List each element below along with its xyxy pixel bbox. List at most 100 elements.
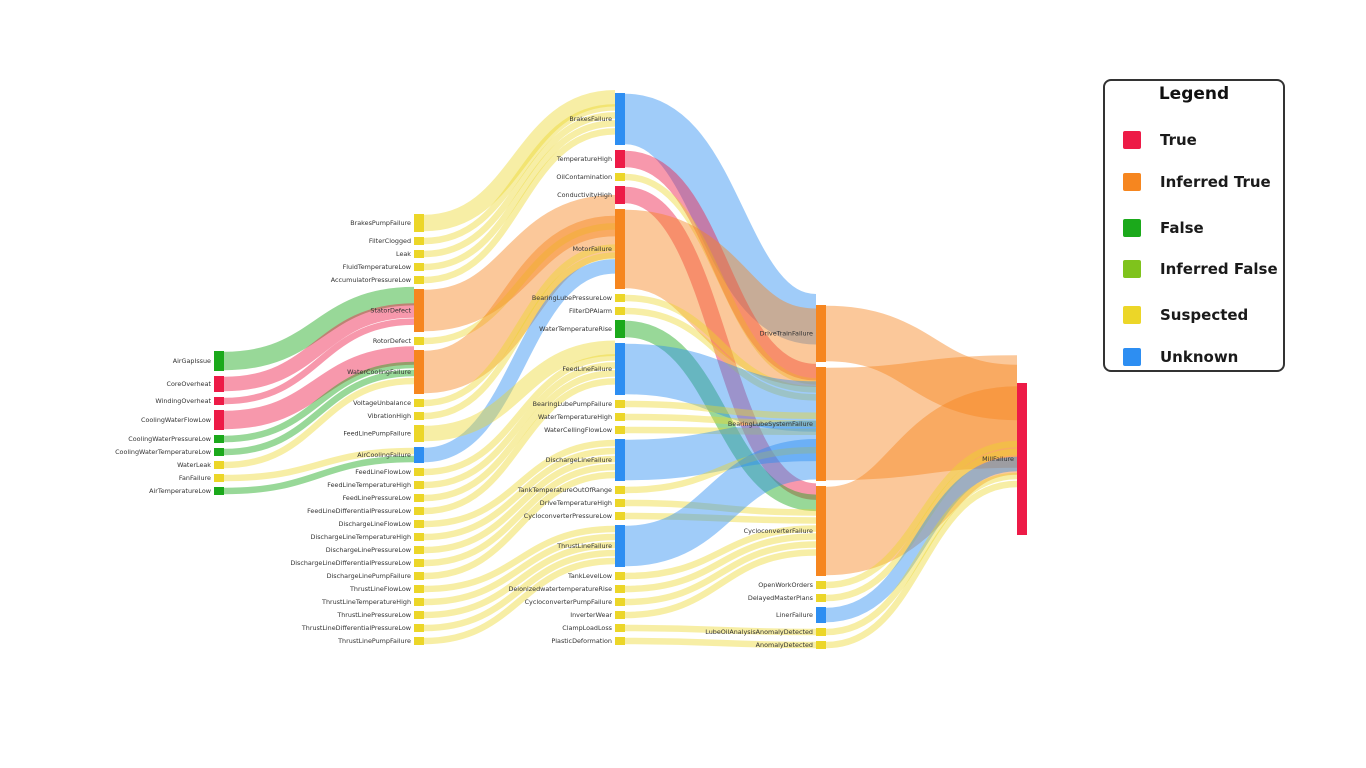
node-label-ThrustLineFlowLow: ThrustLineFlowLow xyxy=(349,585,411,593)
link-WaterLeak-to-WaterCoolingFailure xyxy=(223,377,415,469)
node-FeedLineFailure[interactable] xyxy=(615,343,625,395)
node-AirCoolingFailure[interactable] xyxy=(414,447,424,463)
node-OpenWorkOrders[interactable] xyxy=(816,581,826,589)
node-CoolingWaterTemperatureLow[interactable] xyxy=(214,448,224,456)
node-OilContamination[interactable] xyxy=(615,173,625,181)
node-WaterTemperatureHigh[interactable] xyxy=(615,413,625,421)
node-CycloconverterPumpFailure[interactable] xyxy=(615,598,625,606)
node-WaterLeak[interactable] xyxy=(214,461,224,469)
node-WaterTemperatureRise[interactable] xyxy=(615,320,625,338)
node-Leak[interactable] xyxy=(414,250,424,258)
legend-swatch-unknown xyxy=(1123,348,1141,366)
node-ThrustLineFailure[interactable] xyxy=(615,525,625,567)
link-DischargeLinePressureLow-to-DischargeLineFailure xyxy=(423,455,616,554)
node-InverterWear[interactable] xyxy=(615,611,625,619)
link-DeionizedwatertemperatureRise-to-CycloconverterFailure xyxy=(624,533,817,593)
node-FeedLinePressureLow[interactable] xyxy=(414,494,424,502)
node-label-AirTemperatureLow: AirTemperatureLow xyxy=(149,487,211,495)
node-CoolingWaterFlowLow[interactable] xyxy=(214,410,224,430)
link-FilterClogged-to-BrakesFailure xyxy=(423,104,616,245)
node-WindingOverheat[interactable] xyxy=(214,397,224,405)
node-DischargeLinePressureLow[interactable] xyxy=(414,546,424,554)
node-FeedLineDifferentialPressureLow[interactable] xyxy=(414,507,424,515)
node-FeedLineTemperatureHigh[interactable] xyxy=(414,481,424,489)
node-DeionizedwatertemperatureRise[interactable] xyxy=(615,585,625,593)
node-ClampLoadLoss[interactable] xyxy=(615,624,625,632)
node-DriveTemperatureHigh[interactable] xyxy=(615,499,625,507)
node-StatorDefect[interactable] xyxy=(414,289,424,332)
node-label-LubeOilAnalysisAnomalyDetected: LubeOilAnalysisAnomalyDetected xyxy=(705,628,813,636)
node-BrakesFailure[interactable] xyxy=(615,93,625,145)
link-BearingLubeSystemFailure-to-MillFailure xyxy=(825,355,1018,481)
node-BrakesPumpFailure[interactable] xyxy=(414,214,424,232)
link-CoolingWaterTemperatureLow-to-WaterCoolingFailure xyxy=(223,369,415,456)
node-label-CoreOverheat: CoreOverheat xyxy=(167,380,212,388)
node-DischargeLineDifferentialPressureLow[interactable] xyxy=(414,559,424,567)
link-AirGapIssue-to-StatorDefect xyxy=(223,286,415,371)
node-DelayedMasterPlans[interactable] xyxy=(816,594,826,602)
node-FeedLineFlowLow[interactable] xyxy=(414,468,424,476)
link-InverterWear-to-CycloconverterFailure xyxy=(624,549,817,619)
node-PlasticDeformation[interactable] xyxy=(615,637,625,645)
link-AnomalyDetected-to-MillFailure xyxy=(825,480,1018,649)
node-DriveTrainFailure[interactable] xyxy=(816,305,826,362)
link-FeedLineTemperatureHigh-to-FeedLineFailure xyxy=(423,362,616,489)
legend-swatch-suspected xyxy=(1123,306,1141,324)
node-DischargeLineFailure[interactable] xyxy=(615,439,625,481)
link-FilterDPAlarm-to-BearingLubeSystemFailure xyxy=(624,307,817,401)
node-BearingLubePumpFailure[interactable] xyxy=(615,400,625,408)
node-label-DischargeLineFlowLow: DischargeLineFlowLow xyxy=(339,520,412,528)
node-ThrustLinePressureLow[interactable] xyxy=(414,611,424,619)
node-ConductivityHigh[interactable] xyxy=(615,186,625,204)
link-TankLevelLow-to-CycloconverterFailure xyxy=(624,525,817,580)
legend-item-false: False xyxy=(1123,218,1204,238)
node-ThrustLinePumpFailure[interactable] xyxy=(414,637,424,645)
node-DischargeLineTemperatureHigh[interactable] xyxy=(414,533,424,541)
node-label-CycloconverterPumpFailure: CycloconverterPumpFailure xyxy=(525,598,612,606)
node-AccumulatorPressureLow[interactable] xyxy=(414,276,424,284)
node-CoolingWaterPressureLow[interactable] xyxy=(214,435,224,443)
node-MillFailure[interactable] xyxy=(1017,383,1027,535)
node-WaterCellingFlowLow[interactable] xyxy=(615,426,625,434)
legend-item-inferred-true: Inferred True xyxy=(1123,172,1271,192)
link-OpenWorkOrders-to-MillFailure xyxy=(825,440,1018,589)
node-label-DischargeLineFailure: DischargeLineFailure xyxy=(546,456,612,464)
link-OilContamination-to-BearingLubeSystemFailure xyxy=(624,173,817,385)
node-RotorDefect[interactable] xyxy=(414,337,424,345)
node-VibrationHigh[interactable] xyxy=(414,412,424,420)
node-BearingLubeSystemFailure[interactable] xyxy=(816,367,826,481)
legend-label-true: True xyxy=(1160,131,1197,149)
node-FanFailure[interactable] xyxy=(214,474,224,482)
node-label-ThrustLinePumpFailure: ThrustLinePumpFailure xyxy=(337,637,411,645)
node-WaterCoolingFailure[interactable] xyxy=(414,350,424,394)
node-BearingLubePressureLow[interactable] xyxy=(615,294,625,302)
node-FilterClogged[interactable] xyxy=(414,237,424,245)
node-ThrustLineDifferentialPressureLow[interactable] xyxy=(414,624,424,632)
node-label-WaterTemperatureRise: WaterTemperatureRise xyxy=(539,325,612,333)
node-DischargeLineFlowLow[interactable] xyxy=(414,520,424,528)
node-CycloconverterFailure[interactable] xyxy=(816,486,826,576)
node-CycloconverterPressureLow[interactable] xyxy=(615,512,625,520)
node-TankTemperatureOutOfRange[interactable] xyxy=(615,486,625,494)
node-FluidTemperatureLow[interactable] xyxy=(414,263,424,271)
node-LinerFailure[interactable] xyxy=(816,607,826,623)
node-label-WaterTemperatureHigh: WaterTemperatureHigh xyxy=(538,413,612,421)
node-AirTemperatureLow[interactable] xyxy=(214,487,224,495)
node-FilterDPAlarm[interactable] xyxy=(615,307,625,315)
node-label-RotorDefect: RotorDefect xyxy=(373,337,412,345)
node-LubeOilAnalysisAnomalyDetected[interactable] xyxy=(816,628,826,636)
node-VoltageUnbalance[interactable] xyxy=(414,399,424,407)
node-TemperatureHigh[interactable] xyxy=(615,150,625,168)
node-AirGapIssue[interactable] xyxy=(214,351,224,371)
link-LinerFailure-to-MillFailure xyxy=(825,456,1018,623)
node-FeedLinePumpFailure[interactable] xyxy=(414,425,424,442)
node-DischargeLinePumpFailure[interactable] xyxy=(414,572,424,580)
node-ThrustLineFlowLow[interactable] xyxy=(414,585,424,593)
node-CoreOverheat[interactable] xyxy=(214,376,224,392)
node-ThrustLineTemperatureHigh[interactable] xyxy=(414,598,424,606)
node-MotorFailure[interactable] xyxy=(615,209,625,289)
node-TankLevelLow[interactable] xyxy=(615,572,625,580)
node-label-MotorFailure: MotorFailure xyxy=(573,245,613,253)
node-AnomalyDetected[interactable] xyxy=(816,641,826,649)
